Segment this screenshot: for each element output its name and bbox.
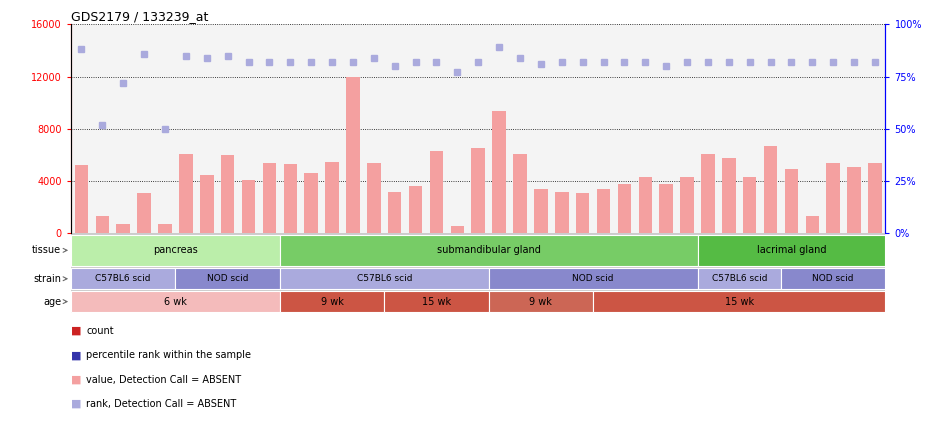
Bar <box>489 268 698 289</box>
Text: 9 wk: 9 wk <box>321 297 344 307</box>
Text: count: count <box>86 326 114 336</box>
Bar <box>698 235 885 266</box>
Text: ■: ■ <box>71 350 81 360</box>
Text: 6 wk: 6 wk <box>164 297 187 307</box>
Bar <box>680 177 694 234</box>
Text: 15 wk: 15 wk <box>422 297 451 307</box>
Bar <box>451 226 464 234</box>
Bar <box>71 235 280 266</box>
Bar <box>617 184 632 234</box>
Text: ■: ■ <box>71 326 81 336</box>
Bar <box>283 164 297 234</box>
Bar <box>262 163 277 234</box>
Bar <box>868 163 882 234</box>
Bar <box>513 154 527 234</box>
Bar <box>325 162 339 234</box>
Text: GDS2179 / 133239_at: GDS2179 / 133239_at <box>71 10 208 23</box>
Bar <box>280 291 384 312</box>
Bar <box>96 216 109 234</box>
Bar <box>492 111 506 234</box>
Bar <box>280 268 489 289</box>
Bar <box>241 180 256 234</box>
Bar <box>347 77 360 234</box>
Text: ■: ■ <box>71 375 81 385</box>
Bar <box>701 154 715 234</box>
Bar <box>175 268 280 289</box>
Bar <box>158 224 171 234</box>
Text: lacrimal gland: lacrimal gland <box>757 246 826 255</box>
Bar <box>534 189 547 234</box>
Bar <box>137 193 151 234</box>
Bar <box>75 166 88 234</box>
Text: strain: strain <box>33 274 62 284</box>
Bar <box>743 177 757 234</box>
Bar <box>848 167 861 234</box>
Bar <box>576 193 589 234</box>
Text: percentile rank within the sample: percentile rank within the sample <box>86 350 251 360</box>
Bar <box>659 184 673 234</box>
Bar <box>280 235 698 266</box>
Text: age: age <box>44 297 62 307</box>
Bar <box>489 291 593 312</box>
Bar <box>597 189 610 234</box>
Bar <box>806 216 819 234</box>
Bar <box>430 151 443 234</box>
Text: NOD scid: NOD scid <box>572 274 614 283</box>
Bar <box>384 291 489 312</box>
Bar <box>221 155 235 234</box>
Bar <box>409 186 422 234</box>
Bar <box>764 146 777 234</box>
Bar <box>593 291 885 312</box>
Text: 15 wk: 15 wk <box>724 297 754 307</box>
Bar <box>555 191 568 234</box>
Bar <box>71 291 280 312</box>
Text: NOD scid: NOD scid <box>206 274 248 283</box>
Bar <box>71 268 175 289</box>
Bar <box>179 154 192 234</box>
Text: submandibular gland: submandibular gland <box>437 246 541 255</box>
Bar <box>200 174 214 234</box>
Bar <box>472 148 485 234</box>
Bar <box>827 163 840 234</box>
Bar <box>367 163 381 234</box>
Text: rank, Detection Call = ABSENT: rank, Detection Call = ABSENT <box>86 399 237 409</box>
Bar <box>304 173 318 234</box>
Bar <box>785 169 798 234</box>
Bar <box>698 268 781 289</box>
Text: pancreas: pancreas <box>153 246 198 255</box>
Text: C57BL6 scid: C57BL6 scid <box>711 274 767 283</box>
Text: C57BL6 scid: C57BL6 scid <box>96 274 151 283</box>
Bar <box>388 191 402 234</box>
Text: tissue: tissue <box>32 246 62 255</box>
Text: value, Detection Call = ABSENT: value, Detection Call = ABSENT <box>86 375 241 385</box>
Bar <box>638 177 652 234</box>
Text: C57BL6 scid: C57BL6 scid <box>356 274 412 283</box>
Bar <box>781 268 885 289</box>
Text: NOD scid: NOD scid <box>813 274 854 283</box>
Bar <box>116 224 130 234</box>
Text: ■: ■ <box>71 399 81 409</box>
Text: 9 wk: 9 wk <box>529 297 552 307</box>
Bar <box>722 158 736 234</box>
